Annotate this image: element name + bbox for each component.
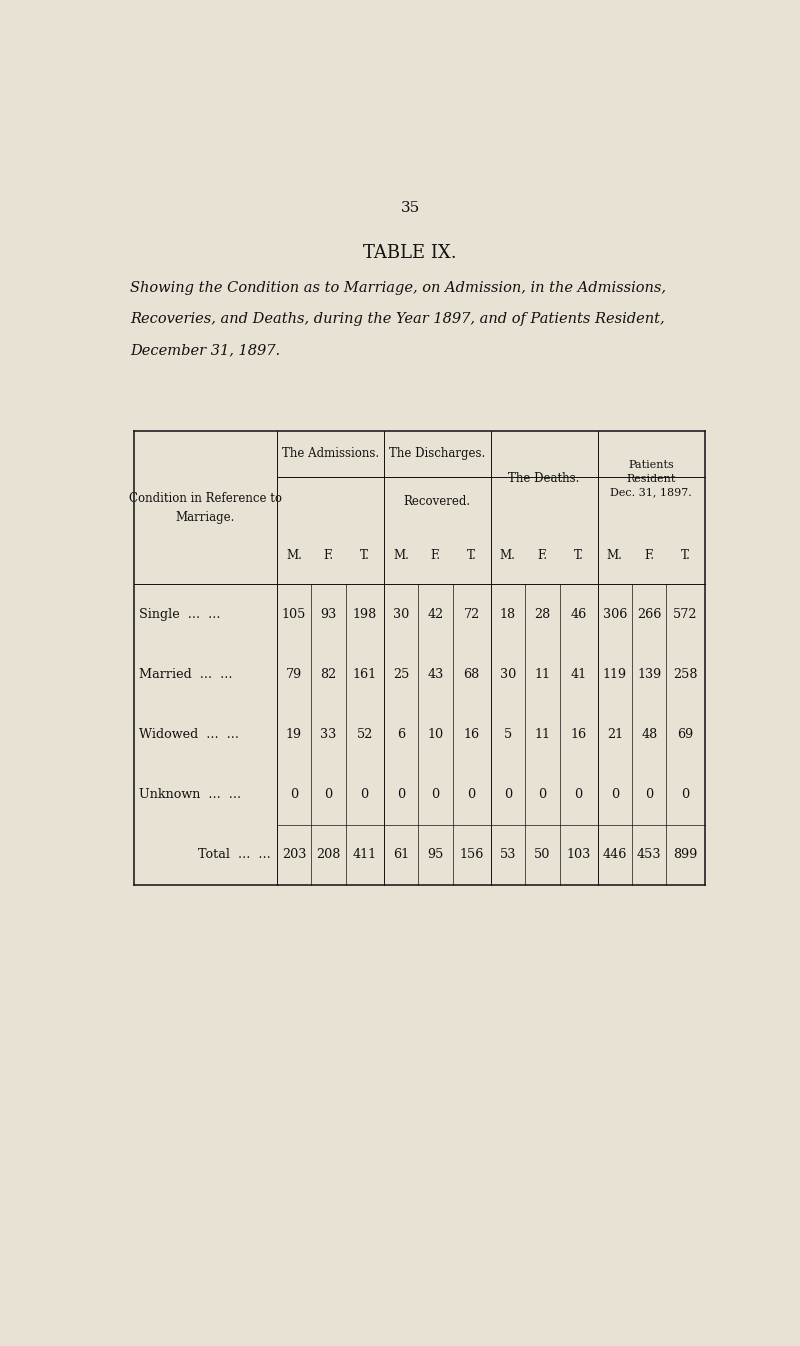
Text: Condition in Reference to
Marriage.: Condition in Reference to Marriage. — [129, 491, 282, 524]
Text: Single  ...  ...: Single ... ... — [139, 608, 221, 621]
Text: 16: 16 — [463, 728, 480, 742]
Text: 79: 79 — [286, 668, 302, 681]
Text: Patients
Resident
Dec. 31, 1897.: Patients Resident Dec. 31, 1897. — [610, 460, 692, 497]
Text: 0: 0 — [574, 789, 582, 801]
Text: 43: 43 — [427, 668, 443, 681]
Text: The Deaths.: The Deaths. — [508, 472, 580, 485]
Text: 0: 0 — [682, 789, 690, 801]
Text: 53: 53 — [500, 848, 516, 861]
Text: Recovered.: Recovered. — [403, 495, 470, 507]
Text: F.: F. — [644, 549, 654, 561]
Text: 52: 52 — [357, 728, 373, 742]
Text: 161: 161 — [353, 668, 377, 681]
Text: 453: 453 — [637, 848, 662, 861]
Text: 266: 266 — [637, 608, 662, 621]
Text: 16: 16 — [570, 728, 586, 742]
Text: 72: 72 — [463, 608, 480, 621]
Text: 11: 11 — [534, 728, 550, 742]
Text: 0: 0 — [290, 789, 298, 801]
Text: Unknown  ...  ...: Unknown ... ... — [139, 789, 241, 801]
Text: 21: 21 — [606, 728, 623, 742]
Text: 11: 11 — [534, 668, 550, 681]
Text: 35: 35 — [400, 201, 420, 215]
Text: 572: 572 — [674, 608, 698, 621]
Text: T.: T. — [360, 549, 370, 561]
Text: 899: 899 — [674, 848, 698, 861]
Text: T.: T. — [466, 549, 477, 561]
Text: 105: 105 — [282, 608, 306, 621]
Text: T.: T. — [681, 549, 690, 561]
Text: 10: 10 — [427, 728, 443, 742]
Text: Widowed  ...  ...: Widowed ... ... — [139, 728, 239, 742]
Text: 46: 46 — [570, 608, 586, 621]
Text: F.: F. — [323, 549, 334, 561]
Text: 119: 119 — [602, 668, 627, 681]
Text: 103: 103 — [566, 848, 590, 861]
Text: 203: 203 — [282, 848, 306, 861]
Text: 0: 0 — [397, 789, 405, 801]
Text: 28: 28 — [534, 608, 550, 621]
Text: 0: 0 — [361, 789, 369, 801]
Text: The Admissions.: The Admissions. — [282, 447, 378, 460]
Text: 5: 5 — [504, 728, 512, 742]
Text: The Discharges.: The Discharges. — [389, 447, 486, 460]
Text: 30: 30 — [500, 668, 516, 681]
Text: 258: 258 — [674, 668, 698, 681]
Text: 156: 156 — [459, 848, 484, 861]
Text: 306: 306 — [602, 608, 627, 621]
Text: F.: F. — [430, 549, 441, 561]
Text: 0: 0 — [504, 789, 512, 801]
Text: 50: 50 — [534, 848, 550, 861]
Text: 18: 18 — [500, 608, 516, 621]
Text: Married  ...  ...: Married ... ... — [139, 668, 233, 681]
Text: M.: M. — [393, 549, 409, 561]
Text: 0: 0 — [610, 789, 619, 801]
Text: 0: 0 — [467, 789, 476, 801]
Text: 0: 0 — [645, 789, 654, 801]
Text: 42: 42 — [427, 608, 443, 621]
Text: 25: 25 — [393, 668, 409, 681]
Text: 61: 61 — [393, 848, 409, 861]
Text: M.: M. — [607, 549, 622, 561]
Text: December 31, 1897.: December 31, 1897. — [130, 343, 280, 357]
Text: Showing the Condition as to Marriage, on Admission, in the Admissions,: Showing the Condition as to Marriage, on… — [130, 281, 666, 295]
Text: 446: 446 — [602, 848, 627, 861]
Text: 33: 33 — [320, 728, 337, 742]
Text: 30: 30 — [393, 608, 409, 621]
Text: 198: 198 — [353, 608, 377, 621]
Text: F.: F. — [538, 549, 547, 561]
Text: 19: 19 — [286, 728, 302, 742]
Text: M.: M. — [286, 549, 302, 561]
Text: Total  ...  ...: Total ... ... — [198, 848, 270, 861]
Text: 41: 41 — [570, 668, 586, 681]
Text: T.: T. — [574, 549, 583, 561]
Text: 95: 95 — [427, 848, 443, 861]
Text: 411: 411 — [353, 848, 377, 861]
Text: Recoveries, and Deaths, during the Year 1897, and of Patients Resident,: Recoveries, and Deaths, during the Year … — [130, 312, 664, 326]
Text: 68: 68 — [463, 668, 480, 681]
Text: 0: 0 — [431, 789, 439, 801]
Text: TABLE IX.: TABLE IX. — [363, 245, 457, 262]
Text: 208: 208 — [316, 848, 341, 861]
Text: 69: 69 — [678, 728, 694, 742]
Text: 6: 6 — [397, 728, 405, 742]
Text: M.: M. — [500, 549, 516, 561]
Text: 139: 139 — [637, 668, 662, 681]
Text: 0: 0 — [324, 789, 333, 801]
Text: 82: 82 — [320, 668, 337, 681]
Text: 0: 0 — [538, 789, 546, 801]
Text: 93: 93 — [320, 608, 337, 621]
Text: 48: 48 — [641, 728, 658, 742]
